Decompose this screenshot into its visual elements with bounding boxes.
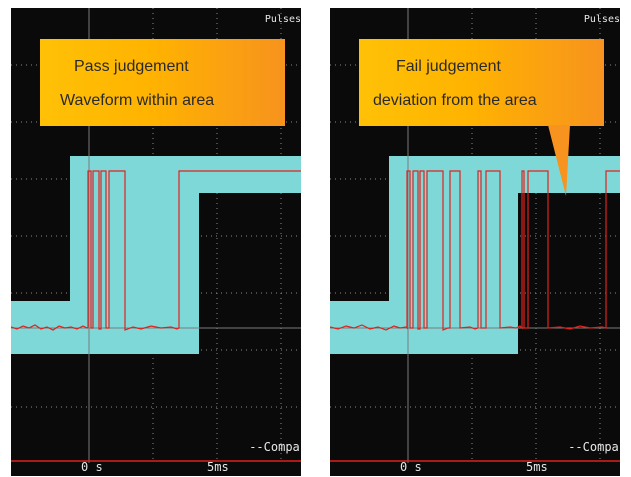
waveform-trace (330, 170, 620, 331)
x-tick-5ms: 5ms (526, 460, 548, 474)
judgement-area (11, 156, 301, 354)
callout-title: Fail judgement (396, 58, 501, 75)
comparator-label: --Compar (249, 440, 301, 454)
x-tick-zero: 0 s (400, 460, 422, 474)
waveform-trace (11, 170, 301, 331)
comparator-label: --Compar (568, 440, 620, 454)
x-tick-5ms: 5ms (207, 460, 229, 474)
pass-callout: Pass judgement Waveform within area (40, 39, 285, 126)
judgement-area (330, 156, 620, 354)
pass-judgement-screen: Pulses --Compar 0 s 5ms Pass judgement W… (11, 8, 301, 476)
fail-judgement-screen: Pulses --Compar 0 s 5ms Fail judgement d… (330, 8, 620, 476)
callout-title: Pass judgement (74, 58, 189, 75)
channel-label: Pulses (583, 14, 620, 25)
channel-label: Pulses (264, 14, 301, 25)
callout-detail: deviation from the area (373, 92, 537, 109)
x-tick-zero: 0 s (81, 460, 103, 474)
fail-callout: Fail judgement deviation from the area (359, 39, 604, 126)
callout-detail: Waveform within area (60, 92, 215, 109)
